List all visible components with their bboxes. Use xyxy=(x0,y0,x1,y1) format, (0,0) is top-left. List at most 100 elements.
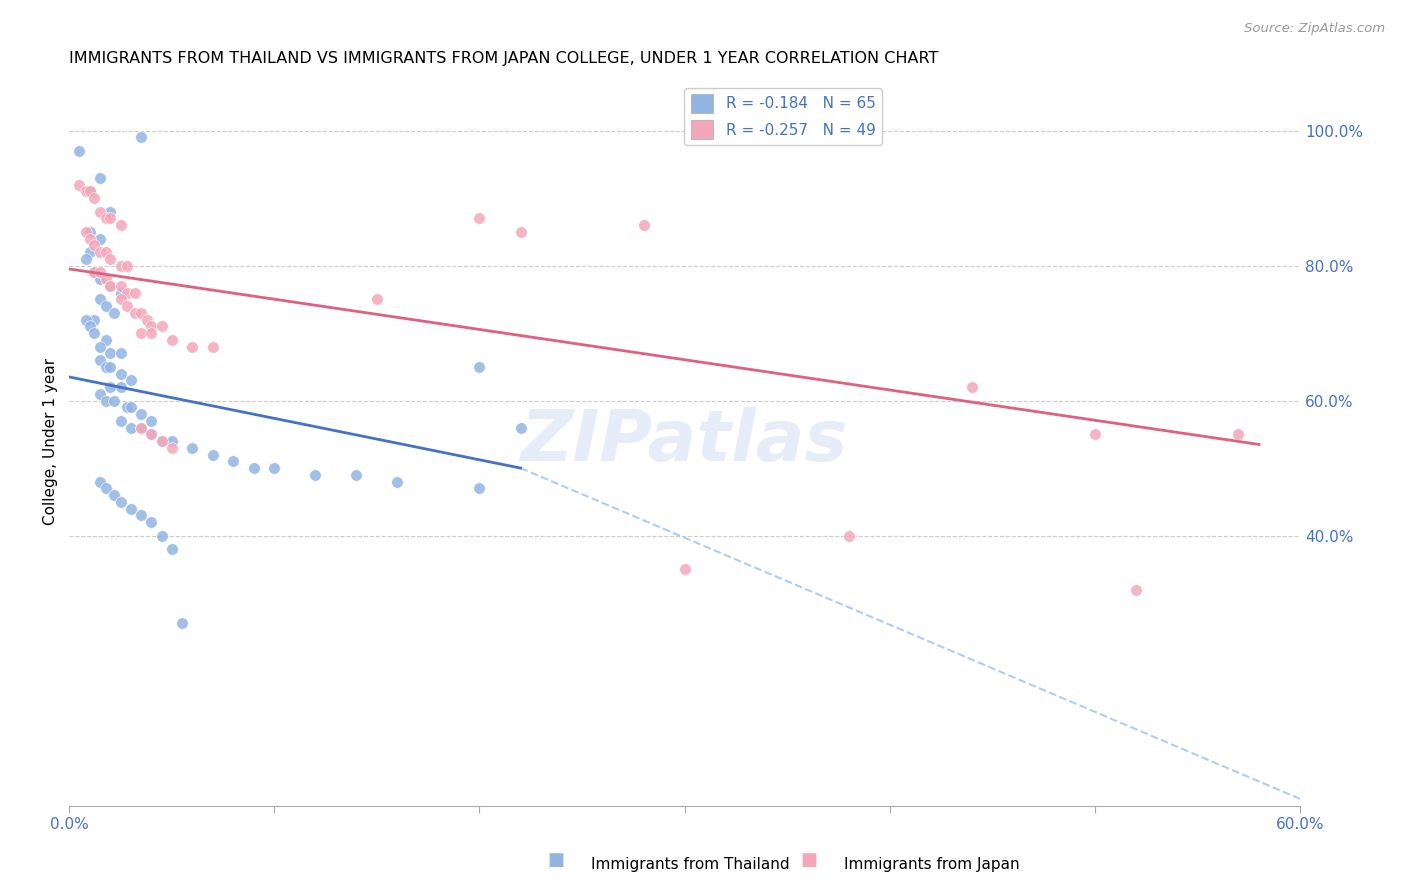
Point xyxy=(89,170,111,185)
Point xyxy=(468,481,491,495)
Point xyxy=(83,265,105,279)
Point xyxy=(129,326,152,340)
Point xyxy=(150,528,173,542)
Point xyxy=(960,380,983,394)
Point xyxy=(83,238,105,252)
Text: ZIPatlas: ZIPatlas xyxy=(522,407,848,475)
Point xyxy=(141,515,163,529)
Point xyxy=(673,562,696,576)
Point xyxy=(120,501,142,516)
Point xyxy=(96,393,118,408)
Point xyxy=(89,204,111,219)
Point xyxy=(75,252,97,266)
Point xyxy=(129,306,152,320)
Point xyxy=(79,319,101,334)
Point xyxy=(181,441,204,455)
Point xyxy=(103,306,125,320)
Point xyxy=(201,448,224,462)
Point xyxy=(129,420,152,434)
Point xyxy=(509,225,531,239)
Point xyxy=(110,218,132,232)
Text: ■: ■ xyxy=(800,851,817,869)
Point xyxy=(222,454,245,468)
Point xyxy=(129,508,152,523)
Point xyxy=(141,414,163,428)
Point xyxy=(129,407,152,421)
Point xyxy=(201,340,224,354)
Point xyxy=(120,373,142,387)
Point xyxy=(468,211,491,226)
Point xyxy=(98,380,121,394)
Point xyxy=(98,346,121,360)
Point xyxy=(98,278,121,293)
Point xyxy=(115,299,138,313)
Point xyxy=(83,326,105,340)
Point xyxy=(96,299,118,313)
Point xyxy=(120,401,142,415)
Point xyxy=(79,245,101,260)
Point xyxy=(89,231,111,245)
Point xyxy=(89,387,111,401)
Point xyxy=(79,231,101,245)
Text: Source: ZipAtlas.com: Source: ZipAtlas.com xyxy=(1244,22,1385,36)
Point xyxy=(366,293,388,307)
Point xyxy=(69,144,91,158)
Point xyxy=(89,475,111,489)
Point xyxy=(79,184,101,198)
Point xyxy=(136,312,159,326)
Point xyxy=(509,420,531,434)
Point xyxy=(120,420,142,434)
Point xyxy=(89,245,111,260)
Point xyxy=(79,184,101,198)
Point xyxy=(387,475,409,489)
Point xyxy=(110,293,132,307)
Point xyxy=(98,204,121,219)
Point xyxy=(83,312,105,326)
Point xyxy=(838,528,860,542)
Point xyxy=(141,427,163,442)
Point xyxy=(344,467,367,482)
Point xyxy=(263,461,285,475)
Point xyxy=(129,130,152,145)
Point xyxy=(110,414,132,428)
Y-axis label: College, Under 1 year: College, Under 1 year xyxy=(44,358,58,524)
Point xyxy=(1227,427,1250,442)
Point xyxy=(96,481,118,495)
Point xyxy=(75,312,97,326)
Point xyxy=(98,211,121,226)
Point xyxy=(79,225,101,239)
Point xyxy=(633,218,655,232)
Point xyxy=(110,495,132,509)
Point xyxy=(243,461,266,475)
Point xyxy=(110,285,132,300)
Point xyxy=(83,265,105,279)
Point xyxy=(96,333,118,347)
Point xyxy=(89,293,111,307)
Point xyxy=(1084,427,1107,442)
Text: Immigrants from Japan: Immigrants from Japan xyxy=(844,857,1019,872)
Point xyxy=(115,401,138,415)
Point xyxy=(103,393,125,408)
Point xyxy=(124,306,146,320)
Point xyxy=(170,616,193,631)
Point xyxy=(89,272,111,286)
Point xyxy=(304,467,326,482)
Point xyxy=(110,367,132,381)
Point xyxy=(96,359,118,374)
Point xyxy=(160,542,183,557)
Point xyxy=(150,319,173,334)
Point xyxy=(124,285,146,300)
Point xyxy=(115,285,138,300)
Point xyxy=(98,359,121,374)
Point xyxy=(110,346,132,360)
Point xyxy=(468,359,491,374)
Text: IMMIGRANTS FROM THAILAND VS IMMIGRANTS FROM JAPAN COLLEGE, UNDER 1 YEAR CORRELAT: IMMIGRANTS FROM THAILAND VS IMMIGRANTS F… xyxy=(69,51,939,66)
Point xyxy=(89,353,111,368)
Point xyxy=(75,225,97,239)
Point xyxy=(1125,582,1147,597)
Point xyxy=(96,245,118,260)
Point xyxy=(181,340,204,354)
Point xyxy=(89,265,111,279)
Point xyxy=(75,184,97,198)
Point xyxy=(160,434,183,448)
